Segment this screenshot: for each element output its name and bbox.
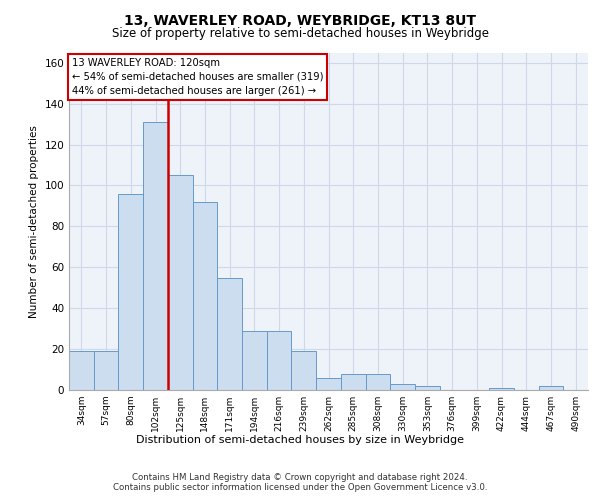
Bar (143, 122, 168, 390)
Text: 13 WAVERLEY ROAD: 120sqm
← 54% of semi-detached houses are smaller (319)
44% of : 13 WAVERLEY ROAD: 120sqm ← 54% of semi-d… (71, 58, 323, 96)
Bar (539, 386, 563, 390)
Bar (118, 194, 143, 390)
Text: Size of property relative to semi-detached houses in Weybridge: Size of property relative to semi-detach… (112, 28, 488, 40)
Bar (168, 175, 193, 390)
Bar (94, 351, 118, 390)
Y-axis label: Number of semi-detached properties: Number of semi-detached properties (29, 125, 39, 318)
Bar (193, 202, 217, 390)
Bar (292, 351, 316, 390)
Text: Distribution of semi-detached houses by size in Weybridge: Distribution of semi-detached houses by … (136, 435, 464, 445)
Bar (217, 278, 242, 390)
Bar (267, 330, 292, 390)
Bar (365, 374, 390, 390)
Text: Contains HM Land Registry data © Crown copyright and database right 2024.
Contai: Contains HM Land Registry data © Crown c… (113, 472, 487, 492)
Bar (341, 374, 365, 390)
Bar (415, 386, 440, 390)
Bar (69, 351, 94, 390)
Bar (316, 378, 341, 390)
Bar (489, 388, 514, 390)
Bar (242, 330, 267, 390)
Text: 13, WAVERLEY ROAD, WEYBRIDGE, KT13 8UT: 13, WAVERLEY ROAD, WEYBRIDGE, KT13 8UT (124, 14, 476, 28)
Bar (390, 384, 415, 390)
